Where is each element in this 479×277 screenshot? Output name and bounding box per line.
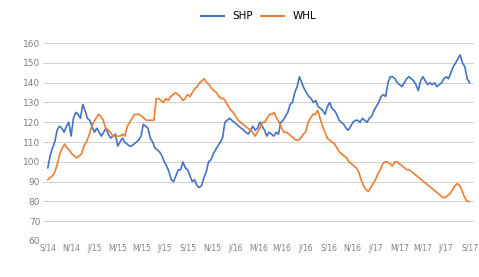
Line: WHL: WHL [48,79,469,201]
WHL [286,132,292,136]
WHL [440,196,446,199]
SHP [457,53,463,57]
SHP [239,127,244,130]
WHL [185,93,191,96]
SHP [185,168,191,171]
WHL [467,200,472,203]
SHP [467,81,472,84]
WHL [202,77,207,80]
Line: SHP: SHP [48,55,469,188]
SHP [45,166,51,170]
WHL [81,144,87,148]
WHL [464,200,470,203]
SHP [259,125,265,128]
SHP [257,120,262,124]
Legend: SHP, WHL: SHP, WHL [197,7,320,25]
SHP [318,107,323,110]
WHL [45,178,51,181]
WHL [64,146,70,150]
WHL [115,134,121,138]
SHP [196,186,202,189]
SHP [217,140,223,144]
